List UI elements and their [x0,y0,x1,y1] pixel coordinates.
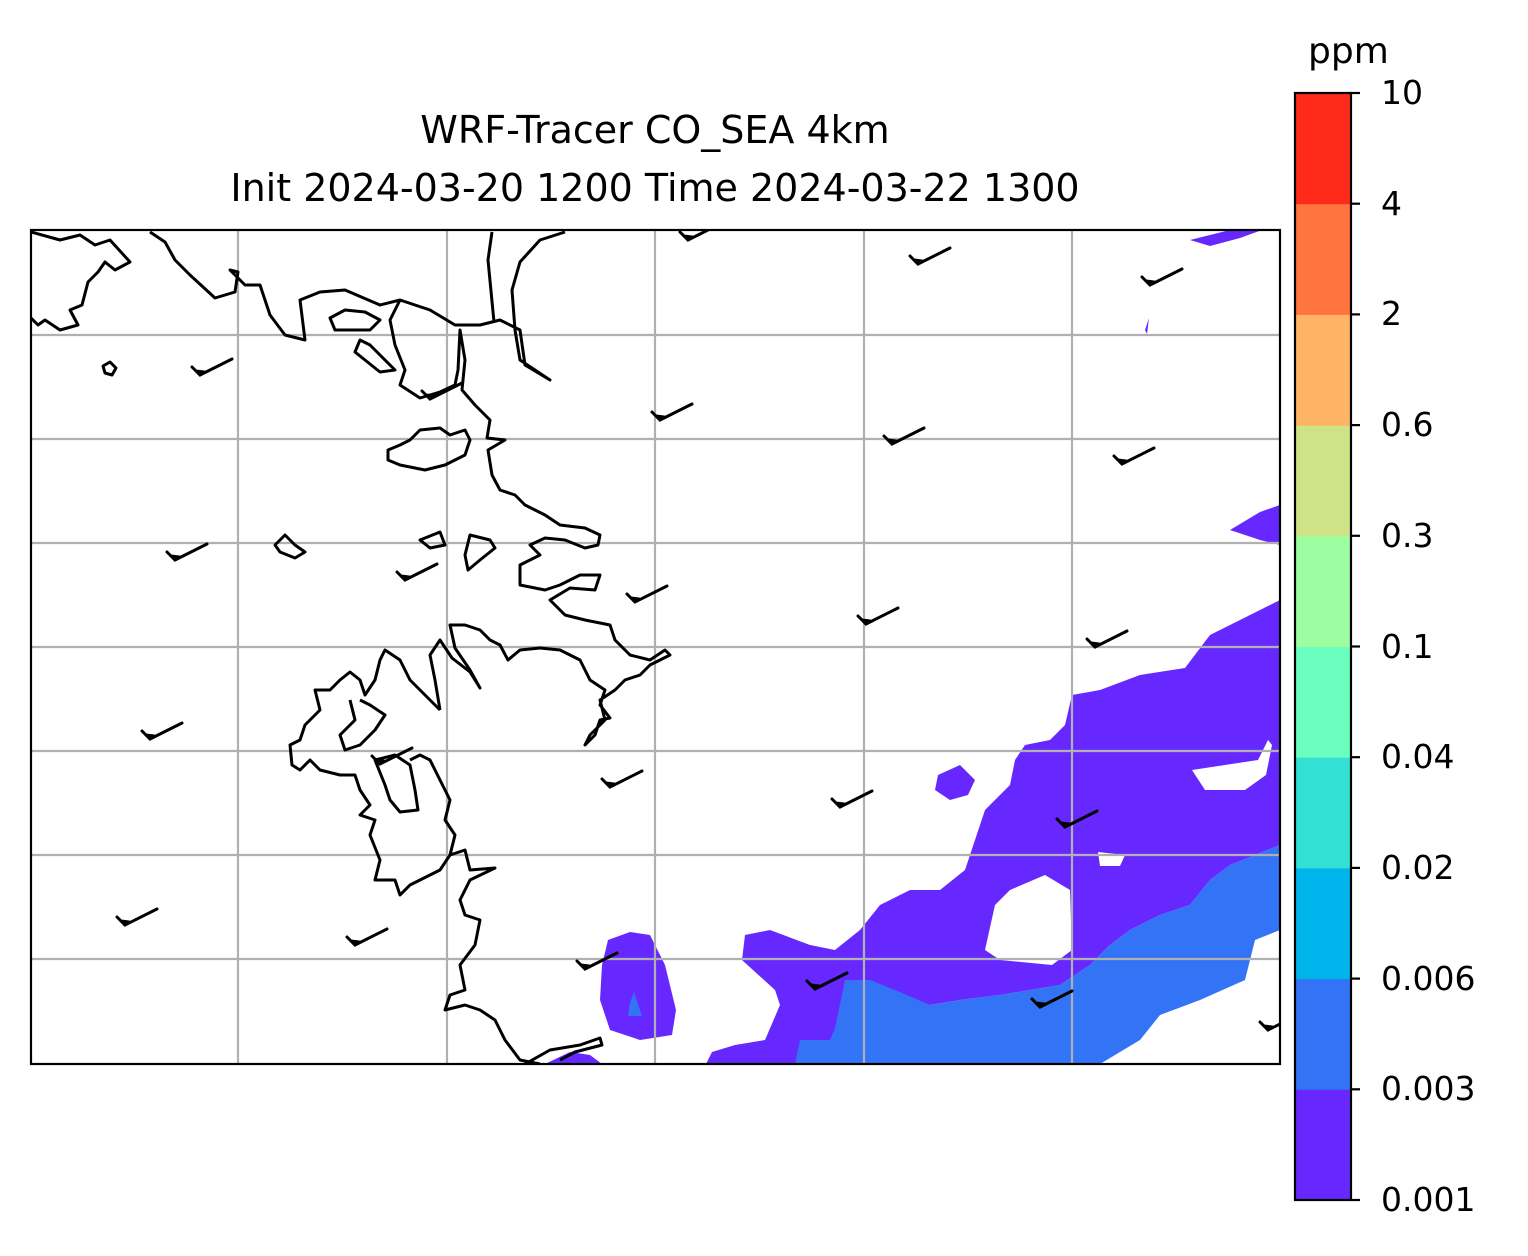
wind-barb [345,927,389,947]
contour-level-1-f [1145,318,1149,334]
colorbar-band [1295,1089,1351,1201]
colorbar-tick-label: 4 [1381,183,1402,223]
tracer-contours [545,230,1280,1064]
map-title-line-2: Init 2024-03-20 1200 Time 2024-03-22 130… [230,166,1080,210]
wind-barb [165,542,209,562]
coastline-northwest [31,230,132,332]
colorbar-unit-label: ppm [1308,31,1389,72]
wind-barb [575,951,619,971]
coastline-island-a [328,308,382,332]
wind-barb [830,789,874,809]
wind-barb [600,769,644,789]
coastline-peninsula-inner [373,753,420,814]
wind-barb [140,721,184,741]
map-panel [31,230,1280,1064]
wind-barb [856,606,900,626]
colorbar-tick-label: 0.1 [1381,626,1434,666]
contour-level-1 [706,600,1280,1064]
coastline-island-c [386,426,472,472]
wind-barb [625,584,669,604]
colorbar-tick-label: 0.3 [1381,515,1434,555]
contour-level-2-b [628,992,642,1016]
contour-gap-2 [1192,740,1272,790]
contour-level-1-e [1190,230,1262,246]
colorbar-tick-label: 0.001 [1381,1180,1476,1219]
colorbar-band [1295,203,1351,315]
wind-barb [908,246,952,266]
wind-barb [115,907,159,927]
colorbar-tick-label: 0.02 [1381,847,1455,887]
wind-barb [1140,267,1184,287]
coastline-central [388,299,672,747]
contour-level-1-c [935,765,975,800]
coastline-southern-bay [524,1036,604,1064]
coastline-peninsula-west [288,648,457,897]
contour-gap-1 [985,875,1072,965]
wind-barb [1112,446,1156,466]
coastline-southwest-arm [338,698,387,752]
colorbar-band [1295,314,1351,426]
wind-barb [1030,989,1074,1009]
wind-barb [370,746,414,766]
wind-barb [395,562,439,582]
colorbar-band [1295,93,1351,205]
colorbar-tick-label: 0.6 [1381,405,1434,445]
wind-barb [650,402,694,422]
map-frame [29,228,1282,1066]
coastlines [31,230,672,1064]
contour-level-2 [795,845,1280,1064]
wind-barb [420,381,464,401]
wind-barb [882,426,926,446]
coastline-island-g [101,360,118,377]
map-title-line-1: WRF-Tracer CO_SEA 4km [420,108,890,152]
wind-barbs [115,230,1280,1032]
colorbar-tick-label: 0.003 [1381,1069,1476,1109]
coastline-north-inlet [149,230,566,382]
colorbar-band [1295,646,1351,758]
wind-barb [1055,809,1099,829]
wind-barb [190,357,234,377]
colorbar-band [1295,535,1351,647]
colorbar-tick-label: 10 [1381,73,1423,112]
colorbar-band [1295,757,1351,869]
coastline-south [443,848,541,1064]
coastline-island-e [463,533,497,572]
wind-barb [1258,1020,1280,1032]
colorbar-frame [1293,91,1353,1202]
coastline-island-d [418,530,447,550]
wind-barb [678,230,712,242]
colorbar-band [1295,867,1351,980]
contour-level-1-g [545,1052,602,1064]
coastline-channel [486,231,496,323]
contour-level-1-d [1230,505,1280,545]
colorbar-tick-label: 2 [1381,294,1402,334]
colorbar-band [1295,425,1351,537]
colorbar-tick-label: 0.04 [1381,737,1455,777]
colorbar-band [1295,978,1351,1090]
contour-level-1-b [600,932,676,1040]
coastline-island-f [273,533,307,560]
coastline-island-b [353,338,397,374]
wind-barb [805,971,849,991]
colorbar-tick-label: 0.006 [1381,958,1476,998]
map-gridlines [31,230,1280,1064]
wind-barb [1085,629,1129,649]
colorbar [1295,91,1360,1202]
